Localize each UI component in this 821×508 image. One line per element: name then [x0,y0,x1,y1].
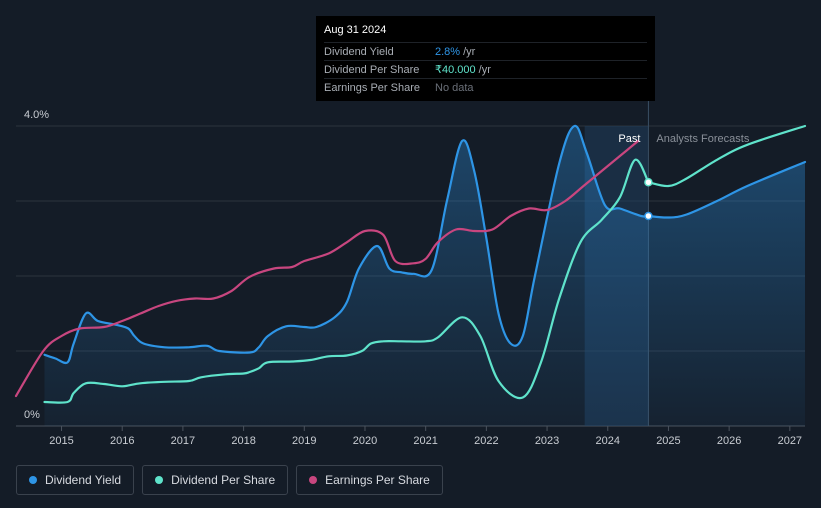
legend-dot-icon [155,476,164,484]
x-tick-label: 2025 [656,435,680,447]
x-tick-label: 2017 [171,435,195,447]
marker-dividend-per-share [644,178,653,187]
series-dividend-yield-area [44,125,649,426]
x-tick-label: 2018 [231,435,255,447]
past-annotation: Past [618,133,640,145]
tooltip-value: 2.8% [435,45,461,58]
legend-item-earnings-per-share[interactable]: Earnings Per Share [296,465,443,495]
tooltip-label: Earnings Per Share [324,81,420,94]
legend-item-dividend-yield[interactable]: Dividend Yield [16,465,135,495]
x-tick-label: 2024 [596,435,620,447]
y-tick-label-bottom: 0% [24,409,40,421]
tooltip-value: No data [435,81,474,94]
legend-label: Dividend Yield [45,473,122,487]
x-tick-label: 2015 [49,435,73,447]
forecast-annotation: Analysts Forecasts [656,133,749,145]
tooltip-row-dividend-yield: Dividend Yield 2.8% /yr [324,42,647,60]
x-tick-label: 2027 [778,435,802,447]
series-dividend-yield-forecast-line [647,160,807,219]
tooltip-label: Dividend Yield [324,45,394,58]
series-dividend-per-share-line [43,158,650,404]
legend-label: Dividend Per Share [171,473,276,487]
x-tick-label: 2026 [717,435,741,447]
x-tick-label: 2016 [110,435,134,447]
legend-label: Earnings Per Share [325,473,430,487]
legend-dot-icon [309,476,318,484]
chart-legend: Dividend Yield Dividend Per Share Earnin… [16,465,443,495]
y-axis-ticks: 4.0% 0% [24,109,49,421]
series-dividend-yield-forecast-area [648,162,805,426]
x-tick-label: 2022 [474,435,498,447]
x-tick-label: 2020 [353,435,377,447]
x-axis-ticks: 2015 2016 2017 2018 2019 2020 2021 2022 2023 2024… [49,426,802,447]
hover-tooltip: Aug 31 2024 Dividend Yield 2.8% /yr Divi… [316,16,655,101]
x-tick-label: 2021 [413,435,437,447]
x-tick-label: 2023 [535,435,559,447]
tooltip-date: Aug 31 2024 [324,24,387,36]
series-dividend-yield-line [43,124,650,365]
tooltip-label: Dividend Per Share [324,63,420,76]
tooltip-unit: /yr [463,45,476,58]
legend-dot-icon [29,476,37,484]
series-dividend-per-share-forecast-line [647,124,807,188]
x-tick-label: 2019 [292,435,316,447]
legend-item-dividend-per-share[interactable]: Dividend Per Share [142,465,289,495]
series-lines [14,124,807,404]
chart-annotations: Past Analysts Forecasts [618,133,749,145]
tooltip-value: ₹40.000 [435,64,476,76]
series-earnings-per-share-line [14,139,640,398]
y-tick-label-top: 4.0% [24,109,49,121]
tooltip-row-earnings-per-share: Earnings Per Share No data [324,78,647,96]
tooltip-row-dividend-per-share: Dividend Per Share ₹40.000 /yr [324,60,647,78]
series-markers [644,178,653,221]
marker-dividend-yield [644,211,653,221]
tooltip-unit: /yr [478,63,491,76]
area-fills [44,125,805,426]
